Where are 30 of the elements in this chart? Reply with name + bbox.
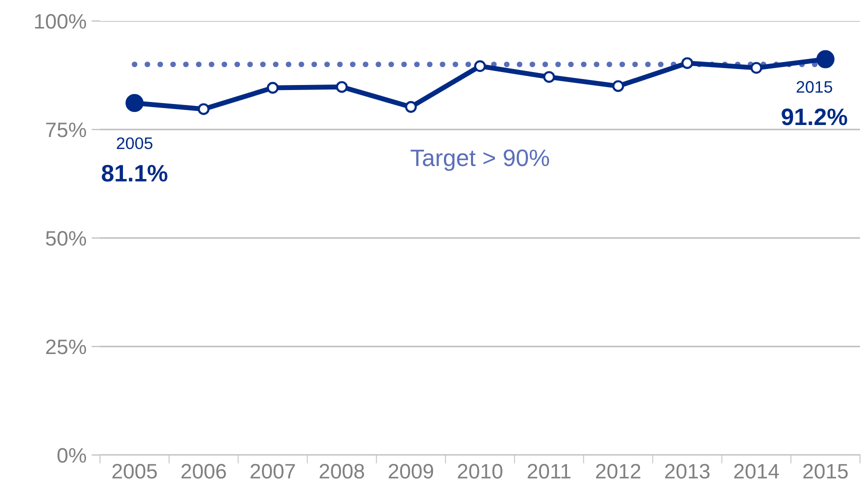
- point: [336, 81, 348, 93]
- y-tick-label: 0%: [58, 448, 86, 463]
- x-tick-label: 2008: [320, 464, 364, 479]
- x-tick-label: 2015: [803, 464, 848, 479]
- point: [474, 60, 486, 72]
- point: [543, 71, 555, 83]
- annotation: 2005: [116, 137, 152, 150]
- point: [405, 101, 417, 113]
- point: [750, 62, 762, 74]
- x-tick-label: 2009: [388, 464, 434, 479]
- x-tick-label: 2014: [734, 464, 779, 479]
- x-tick-label: 2005: [112, 464, 157, 479]
- y-tick-label: 50%: [46, 231, 86, 246]
- y-tick-label: 75%: [46, 122, 86, 138]
- x-tick-label: 2006: [182, 464, 226, 479]
- annotation: 2015: [796, 81, 832, 93]
- x-tick-label: 2012: [596, 464, 640, 479]
- x-tick-label: 2013: [665, 464, 710, 479]
- point: [266, 82, 279, 94]
- ref-line-label: Target > 90%: [410, 150, 550, 171]
- point: [612, 80, 624, 92]
- y-tick-label: 25%: [46, 340, 86, 354]
- x-tick-label: 2011: [528, 464, 570, 479]
- y-tick-label: 100%: [35, 14, 86, 29]
- x-tick-label: 2010: [458, 464, 502, 479]
- point: [681, 57, 694, 70]
- data-label: 91.2%: [782, 108, 848, 126]
- x-tick-label: 2007: [250, 464, 295, 479]
- data-label: 81.1%: [102, 164, 168, 182]
- point: [198, 103, 210, 116]
